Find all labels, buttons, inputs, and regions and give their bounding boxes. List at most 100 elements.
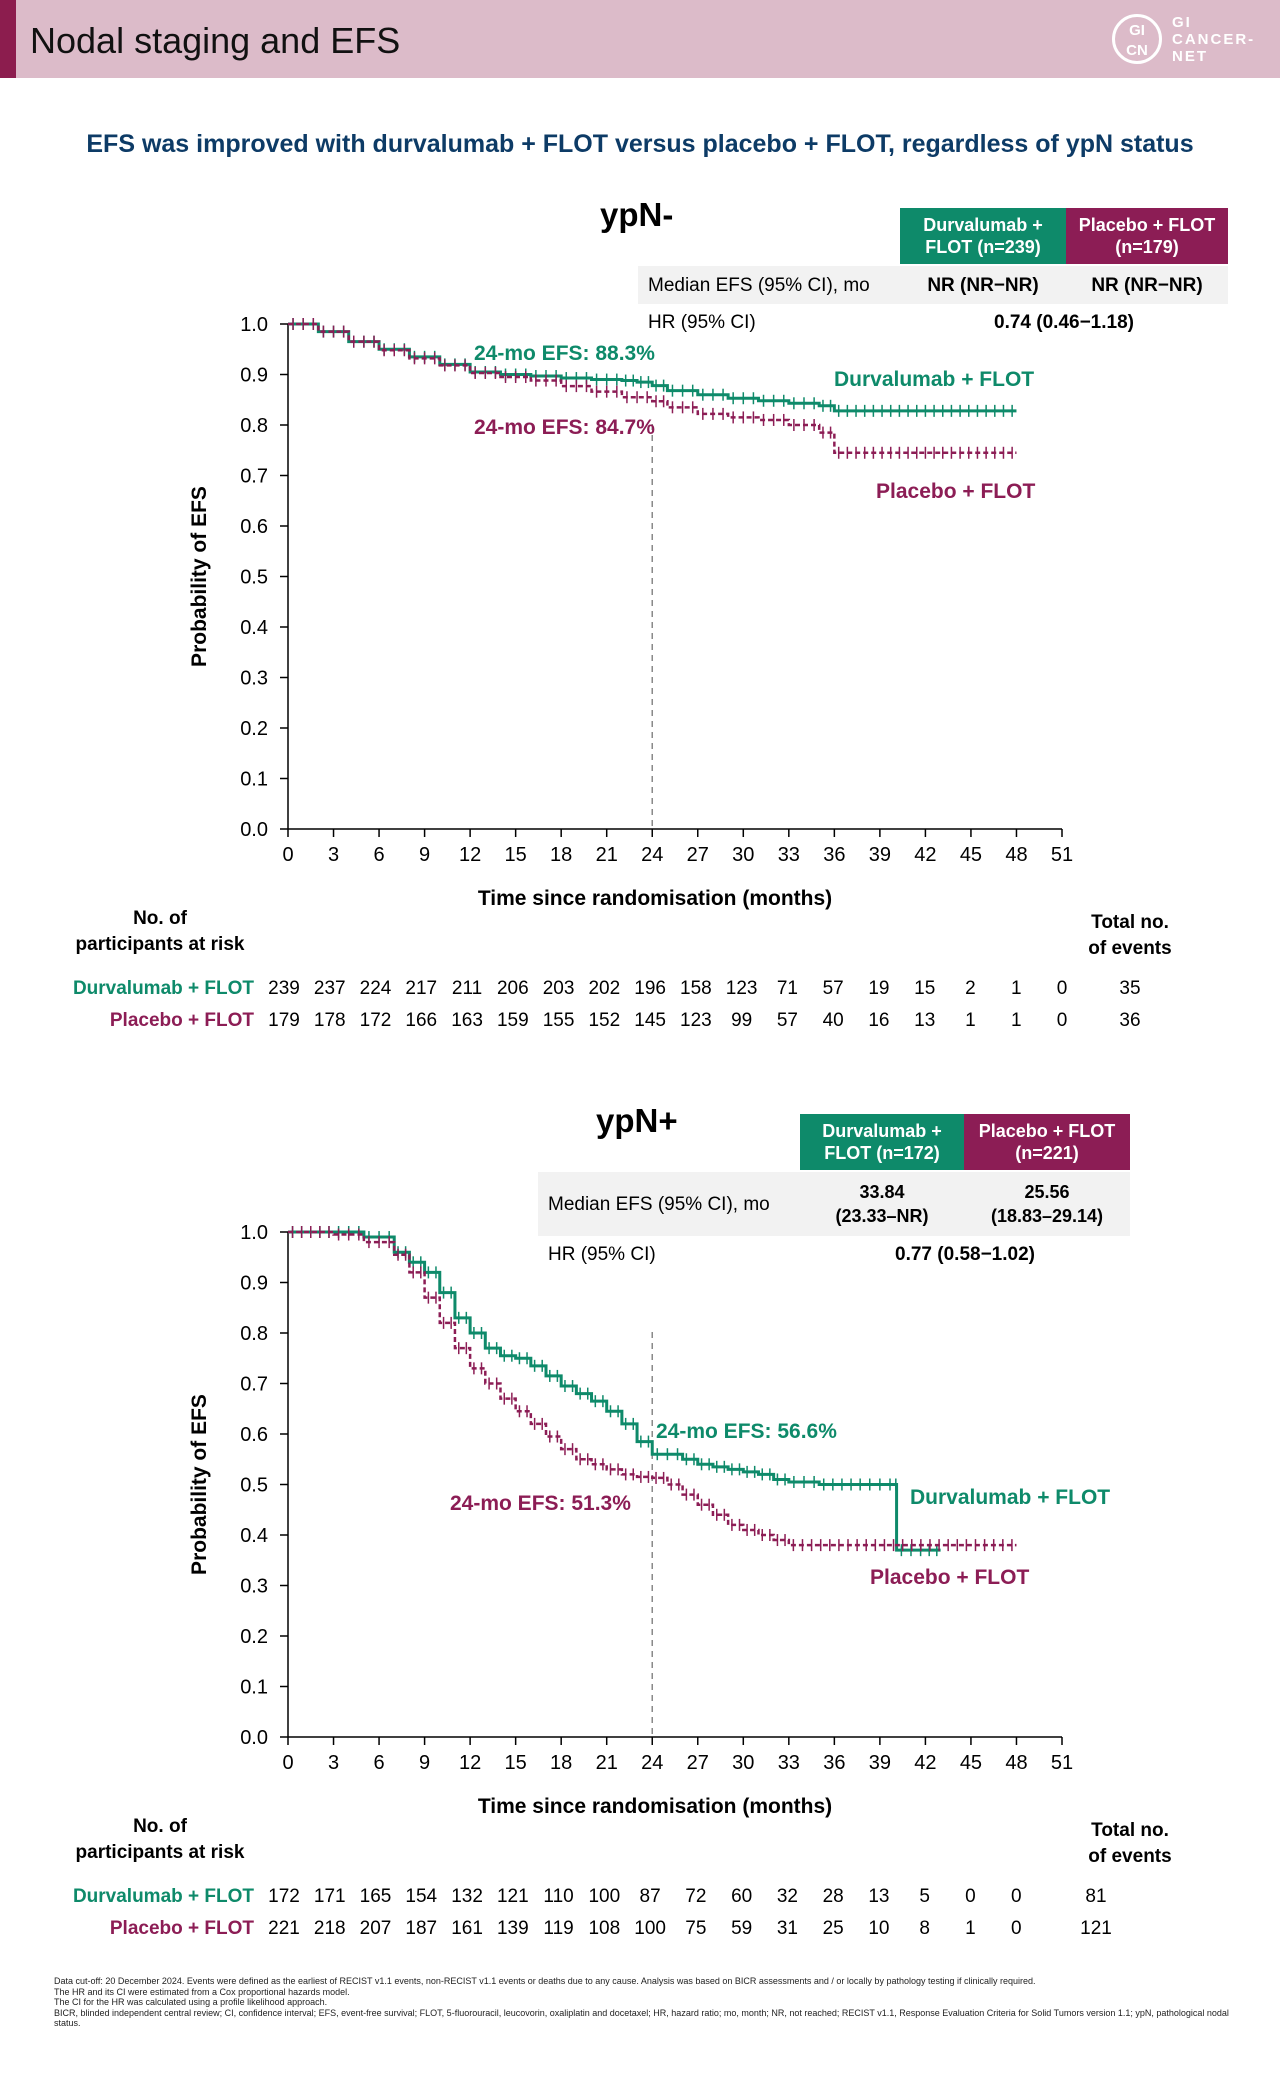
- risk-value: 10: [868, 1918, 890, 1939]
- curve-durvalumab: [288, 1230, 941, 1552]
- risk-value: 155: [542, 1010, 575, 1031]
- stat-header-durva: Durvalumab + FLOT (n=239): [900, 208, 1066, 264]
- risk-value: 0: [1056, 1010, 1068, 1031]
- x-tick-label: 12: [459, 844, 481, 866]
- y-tick-label: 1.0: [240, 314, 268, 336]
- risk-value: 108: [588, 1918, 621, 1939]
- x-tick-label: 12: [459, 1752, 481, 1774]
- risk-value: 72: [685, 1886, 707, 1907]
- risk-value: 163: [451, 1010, 483, 1031]
- y-tick-label: 0.9: [240, 365, 268, 387]
- x-tick-label: 30: [732, 1752, 754, 1774]
- y-tick-label: 0.4: [240, 1525, 268, 1547]
- risk-value: 100: [634, 1918, 666, 1939]
- risk-value: 40: [822, 1010, 844, 1031]
- x-tick-label: 42: [914, 1752, 936, 1774]
- y-axis-label: Probability of EFS: [188, 486, 211, 667]
- y-tick-label: 0.2: [240, 718, 268, 740]
- risk-value: 132: [451, 1886, 483, 1907]
- panel-title-ypn-neg: ypN-: [600, 196, 674, 233]
- x-tick-label: 24: [641, 1752, 663, 1774]
- risk-value: 1: [1010, 978, 1022, 999]
- risk-label-durva: Durvalumab + FLOT: [72, 1886, 254, 1907]
- y-tick-label: 0.1: [240, 1677, 268, 1699]
- risk-value: 211: [451, 978, 483, 999]
- annotation-durva-line: Durvalumab + FLOT: [910, 1486, 1110, 1509]
- risk-value: 8: [919, 1918, 930, 1939]
- y-tick-label: 0.5: [240, 567, 268, 589]
- y-tick-label: 0.2: [240, 1626, 268, 1648]
- risk-value: 0: [1010, 1886, 1022, 1907]
- x-tick-label: 42: [914, 844, 936, 866]
- median-durva: 33.84 (23.33–NR): [835, 1182, 929, 1226]
- risk-header-right: Total no. of events: [1088, 1820, 1172, 1867]
- logo-mark-icon: GI CN: [1112, 14, 1162, 64]
- footnote: The CI for the HR was calculated using a…: [54, 1997, 328, 2007]
- header-accent: [0, 0, 16, 78]
- risk-value: 217: [405, 978, 438, 999]
- x-tick-label: 18: [550, 1752, 572, 1774]
- risk-value: 178: [313, 1010, 346, 1031]
- x-tick-label: 18: [550, 844, 572, 866]
- x-axis-label: Time since randomisation (months): [478, 887, 832, 910]
- x-tick-label: 39: [869, 844, 891, 866]
- risk-value: 59: [731, 1918, 753, 1939]
- x-tick-label: 36: [823, 1752, 845, 1774]
- hr-value: 0.77 (0.58−1.02): [895, 1244, 1035, 1265]
- risk-value: 166: [405, 1010, 438, 1031]
- x-tick-label: 0: [282, 1752, 293, 1774]
- annotation-placebo-line: Placebo + FLOT: [876, 480, 1035, 503]
- risk-value: 123: [725, 978, 758, 999]
- y-tick-label: 0.8: [240, 415, 268, 437]
- risk-value: 158: [680, 978, 712, 999]
- risk-label-durva: Durvalumab + FLOT: [72, 978, 254, 999]
- risk-value: 57: [776, 1010, 798, 1031]
- x-tick-label: 48: [1005, 1752, 1027, 1774]
- stat-row-median: Median EFS (95% CI), mo NR (NR−NR) NR (N…: [638, 266, 1228, 304]
- median-label: Median EFS (95% CI), mo: [548, 1194, 770, 1215]
- risk-value: 224: [359, 978, 392, 999]
- events-placebo: 36: [1119, 1010, 1141, 1031]
- median-durva: NR (NR−NR): [927, 275, 1039, 296]
- hr-label: HR (95% CI): [648, 312, 756, 333]
- x-tick-label: 15: [505, 1752, 527, 1774]
- x-tick-label: 36: [823, 844, 845, 866]
- x-tick-label: 51: [1051, 1752, 1073, 1774]
- risk-header-left: No. of participants at risk: [75, 1816, 245, 1863]
- footnote: BICR, blinded independent central review…: [54, 2007, 1229, 2029]
- x-tick-label: 27: [687, 1752, 709, 1774]
- x-tick-label: 45: [960, 1752, 982, 1774]
- risk-value: 13: [914, 1010, 936, 1031]
- risk-value: 1: [965, 1918, 976, 1939]
- y-tick-label: 0.9: [240, 1273, 268, 1295]
- y-tick-label: 0.3: [240, 1576, 268, 1598]
- risk-value: 57: [822, 978, 844, 999]
- x-tick-label: 9: [419, 1752, 430, 1774]
- risk-value: 75: [685, 1918, 707, 1939]
- median-placebo: 25.56 (18.83–29.14): [990, 1182, 1104, 1226]
- panel-title-ypn-pos: ypN+: [596, 1102, 678, 1139]
- annotation-durva-line: Durvalumab + FLOT: [834, 368, 1034, 391]
- y-tick-label: 0.6: [240, 516, 268, 538]
- stat-row-median: Median EFS (95% CI), mo 33.84 (23.33–NR)…: [538, 1172, 1130, 1236]
- stat-header-placebo: Placebo + FLOT (n=179): [1066, 208, 1228, 264]
- y-tick-label: 1.0: [240, 1222, 268, 1244]
- risk-value: 13: [868, 1886, 890, 1907]
- risk-value: 28: [822, 1886, 844, 1907]
- risk-value: 161: [451, 1918, 483, 1939]
- y-tick-label: 0.4: [240, 617, 268, 639]
- y-tick-label: 0.1: [240, 769, 268, 791]
- footnotes: Data cut-off: 20 December 2024. Events w…: [54, 1976, 1234, 2029]
- risk-value: 0: [1010, 1918, 1022, 1939]
- risk-value: 0: [1056, 978, 1068, 999]
- x-tick-label: 21: [596, 844, 618, 866]
- gicancernet-logo: GI CN GI CANCER- NET: [1112, 12, 1272, 68]
- risk-value: 123: [680, 1010, 712, 1031]
- x-tick-label: 15: [505, 844, 527, 866]
- risk-header-left: No. of participants at risk: [75, 908, 245, 955]
- hr-label: HR (95% CI): [548, 1244, 656, 1265]
- x-tick-label: 33: [778, 1752, 800, 1774]
- x-tick-label: 24: [641, 844, 663, 866]
- risk-value: 31: [776, 1918, 798, 1939]
- risk-value: 239: [268, 978, 300, 999]
